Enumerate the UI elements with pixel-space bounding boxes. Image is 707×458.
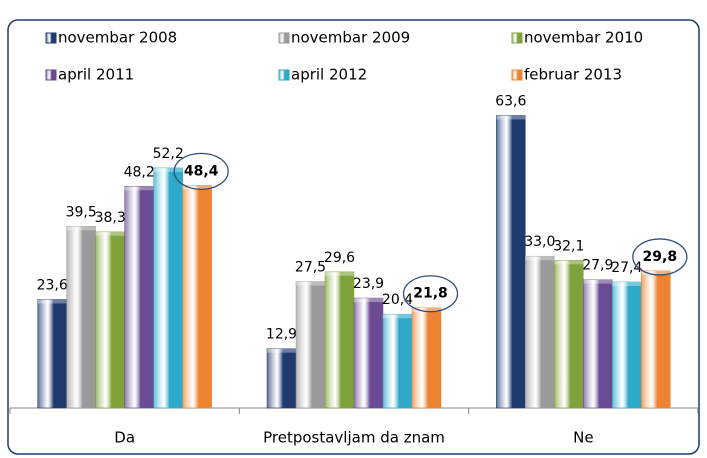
highlight-ellipse bbox=[173, 152, 229, 191]
bar-top bbox=[267, 348, 296, 353]
bar-top bbox=[412, 307, 441, 312]
value-label: 52,2 bbox=[153, 146, 184, 162]
bar bbox=[382, 313, 413, 409]
value-label: 27,9 bbox=[582, 258, 613, 274]
bar bbox=[66, 226, 96, 409]
bar-top bbox=[153, 167, 183, 172]
bar-top bbox=[66, 226, 96, 231]
highlight-ellipse bbox=[632, 238, 688, 276]
bar-top bbox=[641, 270, 671, 275]
bar-top bbox=[383, 314, 412, 319]
x-tick-label: Ne bbox=[573, 429, 593, 447]
value-label: 20,4 bbox=[382, 292, 413, 308]
bar-top bbox=[554, 260, 584, 265]
legend-label: novembar 2009 bbox=[291, 29, 410, 47]
legend-swatch bbox=[278, 32, 290, 44]
bar-top bbox=[496, 115, 526, 120]
bar bbox=[554, 260, 584, 409]
bar bbox=[95, 231, 125, 409]
bar-top bbox=[583, 279, 613, 284]
legend-label: april 2012 bbox=[291, 66, 367, 84]
legend-swatch bbox=[45, 69, 57, 81]
legend-swatch bbox=[511, 69, 523, 81]
value-label: 32,1 bbox=[553, 238, 584, 254]
value-label: 23,9 bbox=[353, 276, 384, 292]
value-label: 29,8 bbox=[643, 249, 678, 265]
bar bbox=[641, 270, 671, 409]
value-label: 33,0 bbox=[524, 234, 555, 250]
value-label: 39,5 bbox=[66, 204, 97, 220]
x-tick-label: Da bbox=[114, 429, 135, 447]
bar bbox=[411, 307, 442, 409]
x-tick-label: Pretpostavljam da znam bbox=[263, 429, 445, 447]
value-label: 48,4 bbox=[184, 163, 219, 179]
bar bbox=[182, 185, 212, 409]
value-label: 12,9 bbox=[266, 327, 297, 343]
legend-swatch bbox=[278, 69, 290, 81]
value-label: 63,6 bbox=[495, 93, 526, 109]
bar bbox=[153, 167, 183, 409]
bar-top bbox=[525, 256, 555, 261]
bar bbox=[37, 299, 67, 409]
bar bbox=[324, 271, 355, 409]
bar bbox=[124, 186, 154, 409]
legend-swatch bbox=[45, 32, 57, 44]
legend-swatch bbox=[511, 32, 523, 44]
legend-label: novembar 2008 bbox=[58, 29, 177, 47]
value-label: 29,6 bbox=[324, 250, 355, 266]
bar bbox=[496, 115, 526, 409]
bar-top bbox=[182, 185, 212, 190]
bar-top bbox=[325, 271, 354, 276]
bar-top bbox=[354, 298, 383, 303]
bar-top bbox=[95, 231, 125, 236]
legend-label: novembar 2010 bbox=[524, 29, 643, 47]
bar bbox=[353, 297, 384, 409]
bar-top bbox=[296, 281, 325, 286]
value-label: 21,8 bbox=[413, 286, 448, 302]
value-label: 48,2 bbox=[124, 164, 155, 180]
bar-top bbox=[612, 281, 642, 286]
bar bbox=[266, 348, 297, 409]
bar-top bbox=[124, 186, 154, 191]
value-label: 38,3 bbox=[95, 210, 126, 226]
value-label: 23,6 bbox=[37, 277, 68, 293]
bar bbox=[612, 281, 642, 409]
legend-label: februar 2013 bbox=[524, 66, 622, 84]
value-label: 27,5 bbox=[295, 260, 326, 276]
bar bbox=[295, 281, 326, 409]
bar bbox=[525, 255, 555, 409]
highlight-ellipse bbox=[402, 275, 459, 313]
legend-label: april 2011 bbox=[58, 66, 134, 84]
bar bbox=[583, 279, 613, 409]
bar-top bbox=[37, 299, 67, 304]
